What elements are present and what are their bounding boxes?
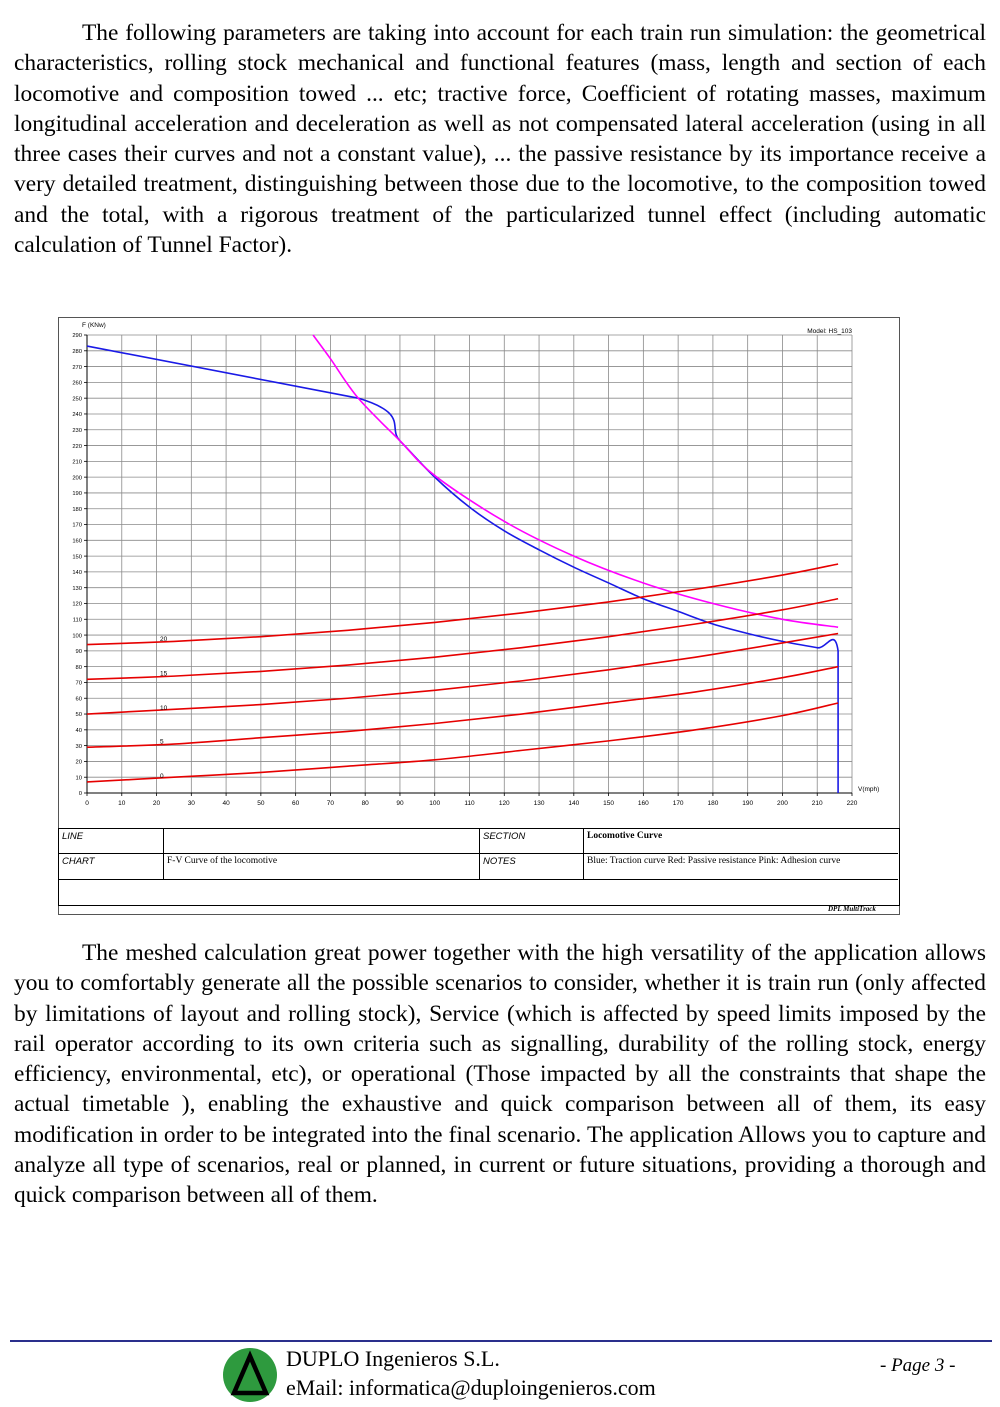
y-tick-label: 80 [76,665,82,671]
x-axis-label: V(mph) [858,786,879,793]
series-label: 15 [160,670,168,677]
y-tick-label: 170 [72,523,82,529]
y-tick-label: 160 [72,539,82,545]
y-tick-label: 20 [76,760,82,766]
series-traction-line [86,345,839,793]
x-tick-label: 40 [222,800,230,807]
x-tick-label: 120 [499,800,510,807]
y-tick-label: 50 [76,712,82,718]
series-passive-resistance-20-line [86,563,839,646]
intro-paragraph-text: The following parameters are taking into… [14,20,986,259]
x-tick-label: 10 [118,800,126,807]
chart-value: F-V Curve of the locomotive [167,856,278,866]
versatility-paragraph: The meshed calculation great power toget… [14,938,986,1211]
series-passive-resistance-15-line [86,597,839,681]
y-tick-label: 250 [72,396,82,402]
series-label: 0 [160,773,164,780]
y-tick-label: 200 [72,475,82,481]
y-tick-label: 140 [72,570,82,576]
notes-label: NOTES [483,856,516,867]
y-tick-label: 150 [72,554,82,560]
y-tick-label: 70 [76,681,82,687]
y-tick-label: 190 [72,491,82,497]
y-tick-label: 260 [72,381,82,387]
software-credit: DPL MultiTrack [828,905,876,913]
chart-label: CHART [62,856,95,867]
page-number: - Page 3 - [880,1355,956,1376]
y-tick-label: 180 [72,507,82,513]
series-label: 10 [160,705,168,712]
y-tick-label: 10 [76,775,82,781]
series-adhesion-line [312,334,839,628]
footer-divider [10,1340,992,1342]
fv-curve-chart: 0 10 20 30 40 50 60 70 80 90 100 110 120 130 140 150 160… [58,317,900,915]
x-tick-label: 60 [292,800,300,807]
line-label: LINE [62,831,84,842]
y-tick-label: 40 [76,728,82,734]
y-tick-label: 120 [72,602,82,608]
x-tick-label: 70 [327,800,335,807]
fv-curve-figure: 0 10 20 30 40 50 60 70 80 90 100 110 120 130 140 150 160… [58,317,900,915]
x-tick-label: 190 [742,800,753,807]
y-tick-label: 270 [72,365,82,371]
company-name: DUPLO Ingenieros S.L. [286,1346,500,1371]
y-axis-label: F (KNw) [82,322,106,329]
x-tick-label: 50 [257,800,265,807]
x-tick-label: 180 [707,800,718,807]
intro-paragraph: The following parameters are taking into… [14,18,986,260]
company-email: eMail: informatica@duploingenieros.com [286,1375,656,1400]
y-tick-label: 240 [72,412,82,418]
y-tick-label: 230 [72,428,82,434]
x-tick-label: 210 [812,800,823,807]
y-tick-label: 90 [76,649,82,655]
series-label: 20 [160,636,168,643]
y-tick-label: 60 [76,696,82,702]
section-label: SECTION [483,831,526,842]
x-tick-label: 80 [362,800,370,807]
x-tick-label: 130 [534,800,545,807]
duplo-logo [223,1348,277,1402]
x-tick-label: 100 [429,800,440,807]
chart-info-table: LINE SECTION Locomotive Curve CHART F-V … [58,828,900,906]
x-tick-label: 90 [396,800,404,807]
y-tick-label: 220 [72,444,82,450]
x-tick-label: 160 [638,800,649,807]
series-passive-resistance-10-line [86,632,839,715]
series-label: 5 [160,738,164,745]
y-tick-label: 280 [72,349,82,355]
y-tick-label: 30 [76,744,82,750]
x-tick-label: 0 [85,800,89,807]
y-tick-label: 110 [73,617,82,623]
series-passive-resistance-0-line [86,702,839,783]
x-tick-label: 150 [603,800,614,807]
x-tick-label: 200 [777,800,788,807]
section-value: Locomotive Curve [587,831,663,841]
notes-value: Blue: Traction curve Red: Passive resist… [587,856,841,866]
x-tick-label: 30 [188,800,196,807]
x-tick-label: 170 [673,800,684,807]
model-label: Model: HS_103 [807,328,852,335]
x-tick-label: 140 [568,800,579,807]
y-tick-label: 290 [72,333,82,339]
y-tick-label: 130 [72,586,82,592]
x-tick-label: 220 [847,800,858,807]
x-tick-label: 20 [153,800,161,807]
chart-frame [58,317,900,915]
y-tick-label: 100 [72,633,82,639]
line-value [164,829,479,853]
versatility-paragraph-text: The meshed calculation great power toget… [14,940,986,1209]
y-tick-label: 210 [72,460,82,466]
x-tick-label: 110 [464,800,475,807]
series-passive-resistance-5-line [86,665,839,748]
y-tick-label: 0 [79,791,82,797]
